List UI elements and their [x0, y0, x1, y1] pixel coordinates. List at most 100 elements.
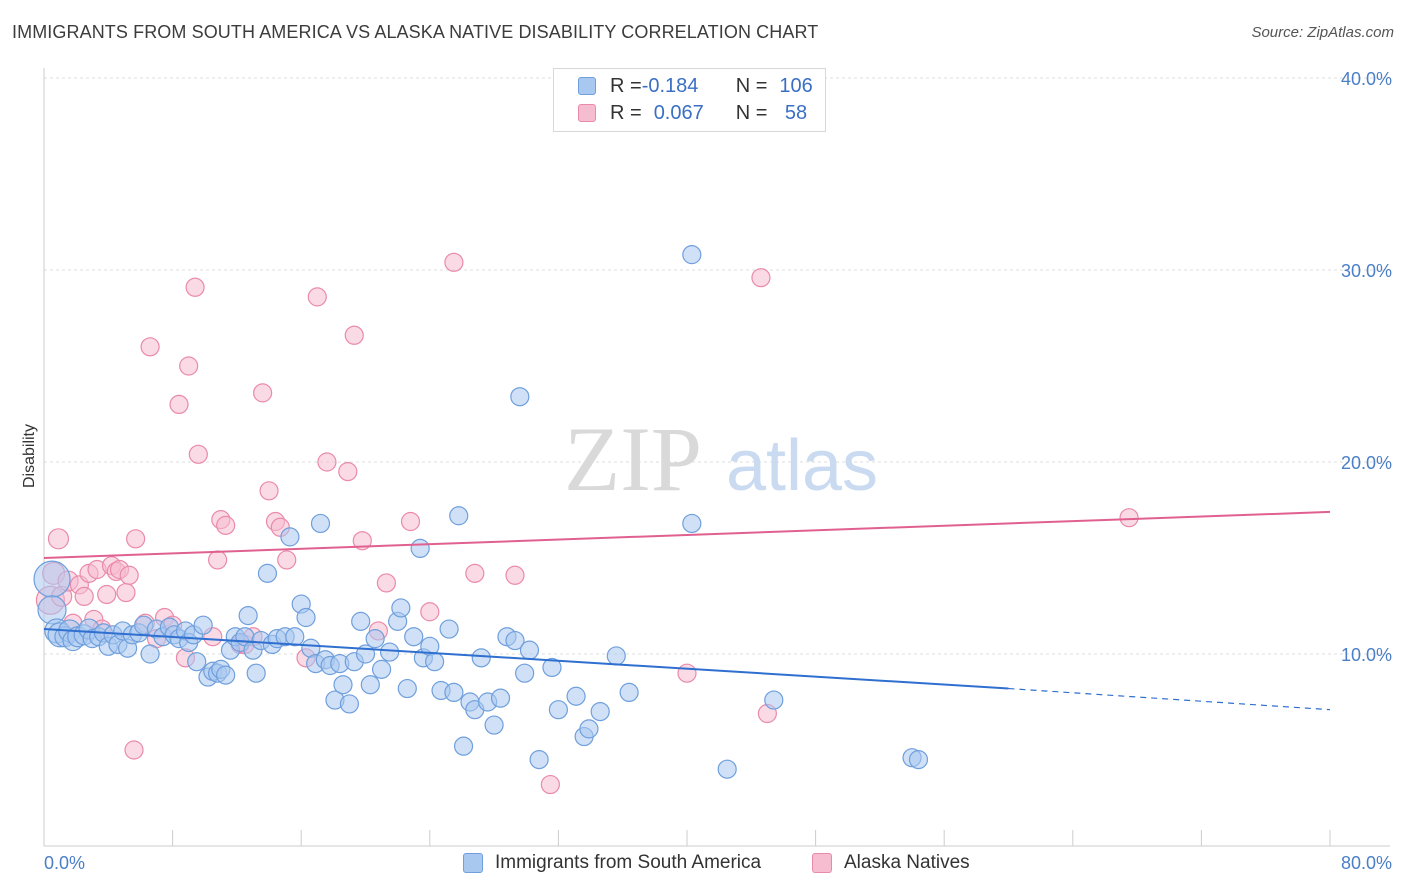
watermark-atlas: atlas — [726, 426, 878, 506]
immigrants-point — [908, 749, 929, 770]
trend-lines — [43, 510, 1331, 711]
immigrants-point — [606, 646, 626, 666]
watermark: ZIP atlas — [564, 408, 878, 510]
immigrants-point — [529, 749, 549, 770]
alaska-point — [1119, 508, 1139, 528]
immigrants-point — [360, 675, 380, 695]
alaska-point — [420, 602, 440, 622]
alaska-point — [124, 740, 144, 760]
immigrants-point — [397, 678, 417, 699]
immigrants-point — [453, 736, 474, 756]
immigrants-point — [140, 644, 160, 664]
immigrants-point — [33, 560, 71, 598]
y-tick-label: 20.0% — [1341, 453, 1392, 473]
alaska-point — [169, 394, 189, 414]
alaska-point — [444, 252, 464, 272]
immigrants-point — [579, 719, 599, 739]
alaska-point — [352, 531, 372, 551]
legend-n-value: 58 — [779, 101, 808, 124]
immigrants-point — [371, 659, 392, 679]
legend-r-value: 0.067 — [653, 101, 704, 124]
immigrants-point — [238, 605, 258, 626]
immigrants-point — [439, 619, 459, 639]
immigrants-point — [471, 648, 491, 668]
legend-r-label: R = — [610, 74, 642, 97]
alaska-point — [253, 383, 273, 403]
alaska-point — [140, 337, 160, 357]
immigrants-point — [296, 607, 316, 628]
legend-row-alaska: R = 0.067 N = 58 — [578, 100, 807, 126]
alaska-point — [97, 584, 117, 605]
grid-lines — [44, 77, 1390, 655]
series-swatch-blue — [463, 853, 483, 873]
immigrants-point — [717, 759, 737, 779]
immigrants-point — [410, 538, 430, 559]
immigrants-point — [505, 630, 525, 651]
chart-source: Source: ZipAtlas.com — [1251, 24, 1394, 41]
legend-n-label: N = — [735, 101, 768, 124]
immigrants-point — [449, 506, 469, 526]
alaska-point — [179, 356, 199, 376]
alaska-point — [400, 511, 421, 532]
immigrants-point — [310, 513, 331, 534]
immigrants-trend-extension — [1008, 687, 1331, 711]
immigrants-point — [285, 627, 305, 647]
series-label-alaska: Alaska Natives — [844, 852, 970, 873]
alaska-point — [188, 444, 208, 464]
immigrants-point — [682, 245, 702, 265]
immigrants-points — [33, 245, 929, 779]
immigrants-point — [333, 675, 353, 695]
alaska-point — [344, 325, 364, 345]
immigrants-point — [590, 701, 610, 722]
immigrants-point — [542, 657, 562, 678]
legend-n-label: N = — [735, 74, 768, 97]
alaska-point — [338, 462, 358, 482]
watermark-zip: ZIP — [564, 408, 702, 510]
series-legend-alaska: Alaska Natives — [812, 852, 970, 874]
alaska-point — [505, 565, 525, 585]
alaska-point — [307, 287, 327, 307]
alaska-point — [376, 573, 396, 593]
legend-r-label: R = — [610, 101, 642, 124]
y-tick-label: 30.0% — [1341, 261, 1392, 281]
immigrants-point — [351, 611, 371, 631]
alaska-point — [185, 277, 205, 297]
immigrants-point — [566, 686, 586, 706]
alaska-point — [277, 550, 297, 570]
immigrants-point — [280, 527, 300, 547]
immigrants-point — [257, 563, 278, 583]
axes — [43, 68, 1390, 847]
alaska-point — [47, 528, 70, 550]
y-tick-labels: 10.0% 20.0% 30.0% 40.0% — [1341, 69, 1392, 665]
series-legend: Immigrants from South America Alaska Nat… — [0, 852, 1406, 878]
alaska-point — [317, 452, 337, 472]
y-tick-label: 40.0% — [1341, 69, 1392, 89]
alaska-point — [465, 563, 485, 583]
alaska-point — [540, 774, 560, 795]
series-label-immigrants: Immigrants from South America — [495, 852, 762, 873]
x-tick-labels: 0.0% 80.0% — [44, 853, 1392, 873]
immigrants-point — [193, 615, 213, 635]
legend-row-immigrants: R = -0.184 N = 106 — [578, 73, 813, 99]
immigrants-point — [515, 663, 535, 683]
immigrants-point — [391, 598, 411, 618]
series-legend-immigrants: Immigrants from South America — [463, 852, 761, 874]
alaska-natives-points — [35, 252, 1139, 795]
immigrants-point — [490, 688, 511, 708]
immigrants-point — [380, 642, 400, 662]
immigrants-point — [187, 652, 207, 672]
legend-n-value: 106 — [779, 74, 813, 97]
legend-r-value: -0.184 — [641, 74, 699, 97]
x-tick-label: 80.0% — [1341, 853, 1392, 873]
alaska-point — [259, 481, 279, 501]
y-tick-label: 10.0% — [1341, 645, 1392, 665]
y-axis-label: Disability — [21, 424, 38, 488]
series-swatch-pink — [812, 853, 832, 873]
immigrants-point — [519, 640, 540, 660]
alaska-point — [74, 586, 94, 607]
alaska-point — [116, 582, 136, 603]
alaska-trend-line — [43, 510, 1331, 559]
immigrants-point — [682, 513, 702, 534]
immigrants-point — [510, 387, 530, 407]
